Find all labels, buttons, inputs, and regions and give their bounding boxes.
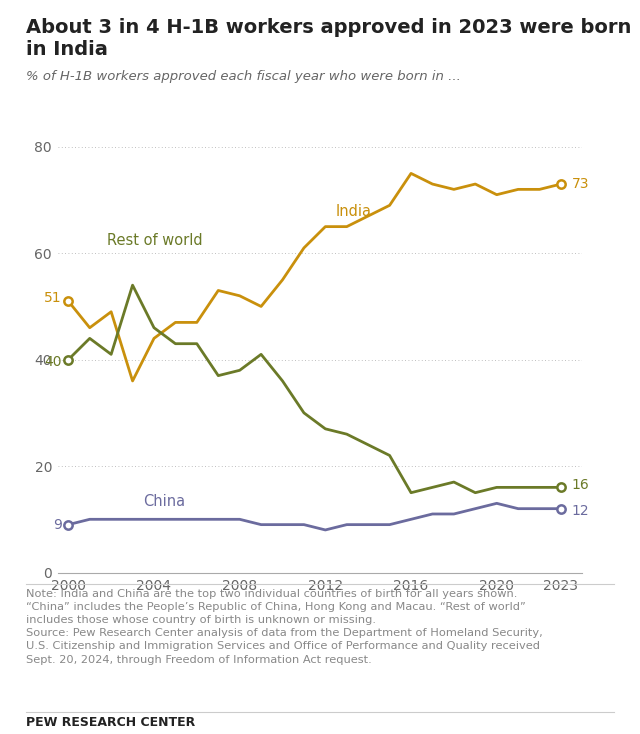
Text: Rest of world: Rest of world xyxy=(107,233,202,248)
Text: India: India xyxy=(336,204,372,219)
Text: in India: in India xyxy=(26,40,108,59)
Text: 51: 51 xyxy=(44,291,62,305)
Text: % of H-1B workers approved each fiscal year who were born in ...: % of H-1B workers approved each fiscal y… xyxy=(26,70,460,83)
Text: 73: 73 xyxy=(572,177,589,191)
Text: PEW RESEARCH CENTER: PEW RESEARCH CENTER xyxy=(26,716,195,729)
Text: 12: 12 xyxy=(572,504,589,518)
Text: 16: 16 xyxy=(572,478,589,492)
Text: 40: 40 xyxy=(44,355,62,369)
Text: China: China xyxy=(143,494,186,509)
Text: Note: India and China are the top two individual countries of birth for all year: Note: India and China are the top two in… xyxy=(26,589,542,665)
Text: About 3 in 4 H-1B workers approved in 2023 were born: About 3 in 4 H-1B workers approved in 20… xyxy=(26,18,631,37)
Text: 9: 9 xyxy=(53,517,62,531)
